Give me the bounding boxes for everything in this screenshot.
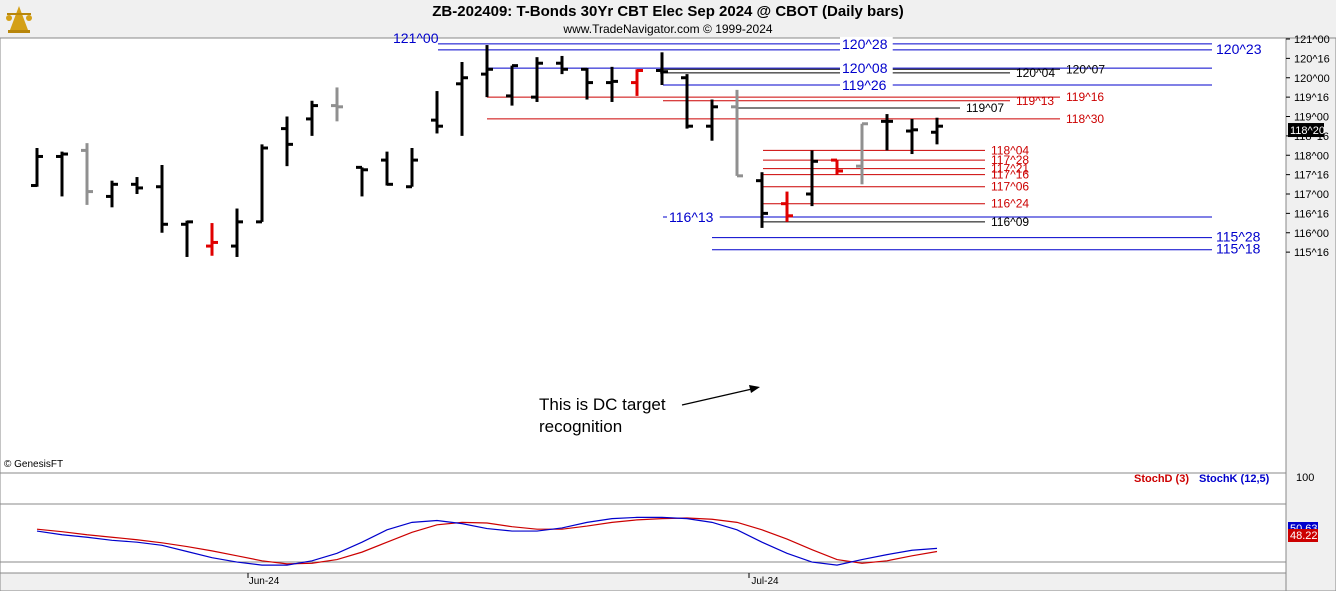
price-tick-label: 121^00 [1294,34,1330,46]
price-tick-label: 116^16 [1294,208,1329,220]
level-label: 119^26 [842,77,887,93]
copyright-label: © GenesisFT [4,459,63,470]
chart-header: ZB-202409: T-Bonds 30Yr CBT Elec Sep 202… [0,0,1336,38]
level-label: 121^00 [393,30,439,46]
stoch-d-readout: 48.22 [1290,530,1318,542]
level-label: 119^07 [966,101,1004,115]
x-tick-label: Jul-24 [751,576,779,587]
level-label: 119^13 [1016,94,1054,108]
price-tick-label: 120^00 [1294,73,1330,85]
chart-title: ZB-202409: T-Bonds 30Yr CBT Elec Sep 202… [432,3,904,20]
stoch-d-readout-box [1288,529,1318,542]
annotation-text: This is DC target [539,395,666,414]
price-tick-label: 119^00 [1294,112,1329,124]
level-label: 116^09 [991,215,1029,229]
level-label: 116^24 [991,197,1029,211]
stoch-k-line [36,516,938,566]
level-label: 118^30 [1066,112,1104,126]
price-tick-label: 117^16 [1294,170,1329,182]
level-label: 120^08 [842,60,888,76]
level-label: 116^13 [669,209,714,225]
level-label: 115^18 [1216,241,1261,257]
price-tick-label: 120^16 [1294,53,1330,65]
x-tick-label: Jun-24 [249,576,280,587]
stoch-axis-label: 100 [1296,472,1314,484]
level-label: 119^16 [1066,90,1104,104]
level-label: 120^23 [1216,41,1262,57]
price-tick-label: 116^00 [1294,228,1329,240]
price-tick-label: 115^16 [1294,247,1329,259]
level-label-bg [840,78,893,94]
stoch-legend-k: StochK (12,5) [1199,473,1270,485]
stoch-legend-d: StochD (3) [1134,473,1189,485]
level-label: 120^07 [1066,62,1105,76]
price-tick-label: 117^00 [1294,189,1329,201]
level-label: 120^04 [1016,66,1055,80]
chart-subtitle: www.TradeNavigator.com © 1999-2024 [563,22,773,36]
level-label: 115^28 [1216,229,1261,245]
level-label: 118^04 [991,143,1029,157]
level-label: 120^28 [842,36,888,52]
annotation-arrow-line [681,388,753,406]
level-label: 117^06 [991,180,1029,194]
last-price-box [1288,123,1324,138]
level-label-bg [840,61,893,77]
level-label: 117^21 [991,162,1029,176]
price-tick-label: 119^16 [1294,92,1329,104]
stoch-d-line [36,517,938,565]
level-label-bg [667,210,720,226]
level-label: 117^28 [991,153,1029,167]
level-label: 117^16 [991,168,1029,182]
price-tick-label: 118^00 [1294,150,1329,162]
annotation-text: recognition [539,417,622,436]
logo-icon [6,6,32,33]
last-price-label: 118^20 [1290,125,1325,137]
annotation-arrow-head [749,385,760,393]
level-label-bg [840,36,893,52]
